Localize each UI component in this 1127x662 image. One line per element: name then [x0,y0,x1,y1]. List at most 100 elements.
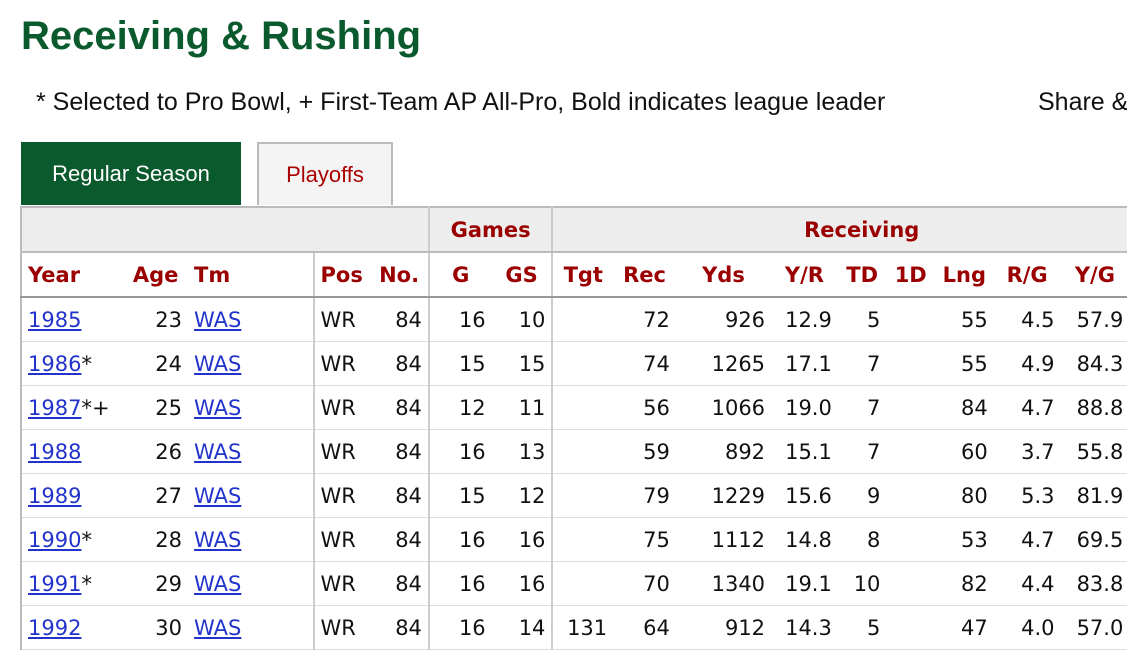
cell: 57.9 [1060,297,1127,342]
team-link[interactable]: WAS [194,351,242,376]
year-link[interactable]: 1985 [28,307,82,332]
cell: 64 [613,605,676,650]
cell [886,429,935,474]
data-row: 1987*+ 25 WAS WR 84 12 11 56 1066 19.0 7 84 4.7 88.8 [21,385,1127,430]
cell: 4.5 [993,297,1061,342]
cell: 7 [837,341,887,386]
cell: 30 [123,605,189,650]
cell [552,517,614,562]
data-row: 1988 26 WAS WR 84 16 13 59 892 15.1 7 60 3.7 55.8 [21,429,1127,474]
year-link[interactable]: 1989 [28,483,82,508]
cell: 84 [370,385,430,430]
column-header[interactable]: Tgt [552,252,614,298]
cell: WAS [188,605,315,650]
data-row: 1985 23 WAS WR 84 16 10 72 926 12.9 5 55 4.5 57.9 [21,297,1127,342]
legend-note: * Selected to Pro Bowl, + First-Team AP … [36,88,886,116]
tab[interactable]: Playoffs [257,142,393,205]
cell: WAS [188,561,315,606]
cell: 1112 [675,517,772,562]
cell: 1986* [21,341,124,386]
cell: WAS [188,473,315,518]
year-link[interactable]: 1988 [28,439,82,464]
stats-table: Games Receiving Year Age Tm Pos No. G GS Tgt Rec Yd… [20,206,1127,650]
cell: 1991* [21,561,124,606]
cell: 28 [123,517,189,562]
data-row: 1986* 24 WAS WR 84 15 15 74 1265 17.1 7 55 4.9 84.3 [21,341,1127,386]
column-header[interactable]: No. [370,252,430,298]
cell: 83.8 [1060,561,1127,606]
cell: 1985 [21,297,124,342]
cell: 1992 [21,605,124,650]
cell: 70 [613,561,676,606]
cell: 84 [935,385,994,430]
column-header[interactable]: TD [837,252,887,298]
team-link[interactable]: WAS [194,527,242,552]
year-link[interactable]: 1991 [28,571,82,596]
column-header[interactable]: Y/G [1060,252,1127,298]
cell: 84 [370,605,430,650]
cell: 1265 [675,341,772,386]
cell: 79 [613,473,676,518]
column-header[interactable]: 1D [886,252,935,298]
cell: 9 [837,473,887,518]
cell [886,473,935,518]
cell: 4.0 [993,605,1061,650]
column-header[interactable]: Rec [613,252,676,298]
cell: 84 [370,561,430,606]
cell: 75 [613,517,676,562]
column-header[interactable]: GS [491,252,554,298]
team-link[interactable]: WAS [194,439,242,464]
column-header[interactable]: Age [123,252,189,298]
cell: 25 [123,385,189,430]
honors-mark: * [81,571,92,596]
cell: 60 [935,429,994,474]
cell: WR [313,385,371,430]
cell: 4.7 [993,517,1061,562]
column-header[interactable]: Y/R [771,252,838,298]
column-header[interactable]: Pos [313,252,371,298]
cell: 80 [935,473,994,518]
team-link[interactable]: WAS [194,483,242,508]
cell: 1989 [21,473,124,518]
cell [552,341,614,386]
year-link[interactable]: 1986 [28,351,82,376]
honors-mark: *+ [81,395,110,420]
cell: WR [313,605,371,650]
team-link[interactable]: WAS [194,571,242,596]
cell: 84.3 [1060,341,1127,386]
column-header[interactable]: Tm [188,252,315,298]
cell: 5 [837,605,887,650]
year-link[interactable]: 1987 [28,395,82,420]
year-link[interactable]: 1990 [28,527,82,552]
cell: 82 [935,561,994,606]
column-header[interactable]: Lng [935,252,994,298]
cell: 84 [370,297,430,342]
cell: 11 [491,385,554,430]
cell: 47 [935,605,994,650]
cell [886,297,935,342]
column-header[interactable]: Year [21,252,124,298]
cell [886,517,935,562]
column-header[interactable]: R/G [993,252,1061,298]
team-link[interactable]: WAS [194,395,242,420]
cell: 12 [491,473,554,518]
column-header[interactable]: G [428,252,492,298]
cell: 5 [837,297,887,342]
cell: WR [313,561,371,606]
year-link[interactable]: 1992 [28,615,82,640]
cell: 53 [935,517,994,562]
cell: 84 [370,341,430,386]
share-link[interactable]: Share & [1038,88,1127,116]
cell: 15 [428,473,492,518]
column-header[interactable]: Yds [675,252,772,298]
cell: 59 [613,429,676,474]
team-link[interactable]: WAS [194,615,242,640]
cell: 19.1 [771,561,838,606]
cell: WAS [188,385,315,430]
cell: WAS [188,297,315,342]
cell: 88.8 [1060,385,1127,430]
cell: 3.7 [993,429,1061,474]
team-link[interactable]: WAS [194,307,242,332]
cell: 12.9 [771,297,838,342]
tab[interactable]: Regular Season [21,142,241,205]
